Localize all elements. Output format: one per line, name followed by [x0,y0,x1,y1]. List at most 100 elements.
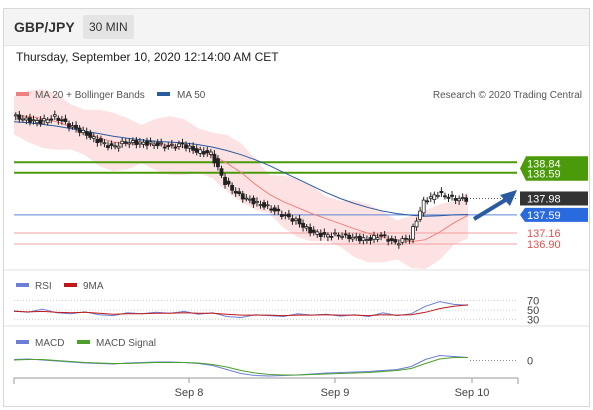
credit-text: Research © 2020 Trading Central [433,90,582,101]
candle-body [141,141,146,145]
candle-body [350,236,355,240]
candle-body [67,123,71,128]
ma20-legend-swatch [16,92,29,96]
candle-body [35,120,39,124]
candle-body [251,197,256,205]
candle-body [102,142,107,145]
candle-body [283,214,288,217]
macd-panel: 0 [13,354,533,377]
candle-body [194,148,199,153]
candle-body [404,237,408,240]
candle-body [315,231,320,235]
chart-header: GBP/JPY 30 MIN [4,9,589,46]
candle-body [159,142,164,145]
candle-body [421,199,426,214]
candle-body [187,145,192,149]
candle-body [24,117,29,121]
candle-body [304,226,309,229]
candle-body [148,141,153,144]
candle-body [294,218,298,221]
candle-body [120,140,125,145]
candle-body [138,141,142,145]
macd-signal-legend-label: MACD Signal [96,338,156,349]
candle-body [49,118,54,121]
support-level-label-5: 136.90 [527,239,561,251]
candle-body [45,119,50,124]
candle-body [357,235,362,242]
timeframe-button[interactable]: 30 MIN [83,15,134,39]
candle-body [258,204,263,206]
candle-body [152,143,157,146]
candle-body [20,118,25,121]
candle-body [177,143,181,147]
candle-body [389,238,394,241]
candle-body [77,127,82,133]
resistance-label-box [520,156,588,181]
candle-body [28,117,32,123]
candle-body [198,149,203,154]
macd-signal-legend-swatch [77,340,90,344]
candle-body [52,114,57,117]
candle-body [354,236,359,239]
candle-body [106,145,110,149]
candle-body [237,191,242,194]
candle-body [333,232,337,235]
candle-body [396,243,401,246]
candle-body [269,208,274,211]
rsi-ma-line [13,304,469,317]
price-series [13,110,469,249]
resistance-level-label-0: 138.84 [527,158,561,170]
pivot-level-label: 137.59 [527,210,561,222]
bollinger-band-area [14,89,468,270]
candle-body [180,142,185,145]
macd-zero-tick: 0 [527,356,533,368]
candle-body [308,227,313,234]
last-price-label: 137.98 [527,193,561,205]
macd-signal-line [13,357,468,376]
last-price-label-box [520,191,588,206]
candle-body [109,143,114,146]
candle-body [95,138,100,144]
candle-body [443,195,447,198]
candle-body [329,236,334,238]
candle-body [59,119,64,122]
support-level-label-4: 137.16 [527,228,561,240]
candle-body [216,158,220,168]
candle-body [38,119,43,125]
candle-body [134,140,139,146]
candle-body [74,124,78,129]
candle-body [393,239,398,243]
rsi-tick-2: 30 [527,314,539,326]
candle-body [318,232,323,237]
candle-body [91,136,96,139]
candle-body [379,234,384,237]
candle-body [113,145,117,148]
ma50-legend-swatch [157,92,170,96]
candle-body [123,141,128,144]
forecast-arrow-shaft [472,197,509,221]
candle-body [98,138,103,143]
candle-body [428,196,433,199]
candle-body [432,194,437,200]
candle-body [169,143,174,146]
macd-legend-label: MACD [35,338,64,349]
candle-body [240,193,245,200]
ma20-legend-label: MA 20 + Bollinger Bands [35,90,145,101]
candle-body [272,207,277,212]
candle-body [88,132,93,138]
candle-body [375,237,380,240]
candle-body [155,142,160,147]
candle-body [265,204,270,207]
candle-body [116,145,121,149]
candle-body [81,129,86,134]
candle-body [457,198,462,202]
x-tick-label-0: Sep 8 [175,387,204,399]
candle-body [63,118,68,123]
candle-body [450,194,454,197]
candle-body [382,234,387,237]
candle-body [208,151,213,155]
candle-body [336,234,341,237]
candle-body [347,234,352,240]
candle-body [244,197,249,200]
candle-body [400,238,405,243]
